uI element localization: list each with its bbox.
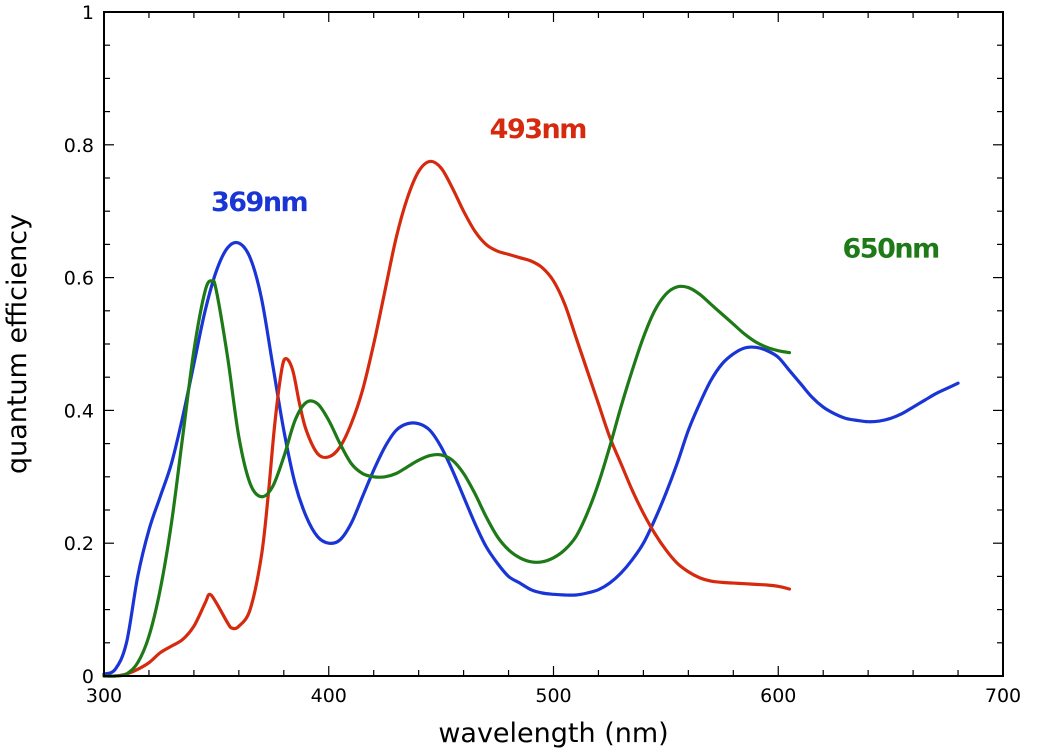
minor-ticks [104, 12, 1003, 676]
series-line-650nm [102, 279, 792, 678]
x-tick-label: 600 [760, 685, 796, 707]
series-line-369nm [102, 240, 960, 676]
series-lines [102, 159, 960, 678]
y-tick-label: 0.4 [64, 400, 94, 422]
x-tick-label: 300 [86, 685, 122, 707]
plot-frame [103, 11, 1004, 677]
series-label-369nm: 369nm [211, 187, 307, 218]
y-tick-label: 0.8 [64, 135, 94, 157]
y-tick-labels: 0 0.2 0.4 0.6 0.8 1 [64, 2, 94, 688]
y-tick-label: 0 [82, 666, 94, 688]
major-ticks [103, 11, 1004, 677]
x-tick-label: 700 [985, 685, 1021, 707]
series-label-650nm: 650nm [843, 234, 939, 265]
y-tick-label: 1 [82, 2, 94, 24]
series-annotations: 369nm 493nm 650nm [211, 114, 940, 265]
x-tick-labels: 300 400 500 600 700 [86, 685, 1021, 707]
series-label-493nm: 493nm [490, 114, 586, 145]
series-line-493nm [102, 159, 792, 678]
y-tick-label: 0.2 [64, 533, 94, 555]
x-tick-label: 500 [535, 685, 571, 707]
y-tick-label: 0.6 [64, 268, 94, 290]
x-axis-title: wavelength (nm) [438, 718, 668, 749]
x-tick-label: 400 [311, 685, 347, 707]
y-axis-title: quantum efficiency [2, 214, 33, 474]
